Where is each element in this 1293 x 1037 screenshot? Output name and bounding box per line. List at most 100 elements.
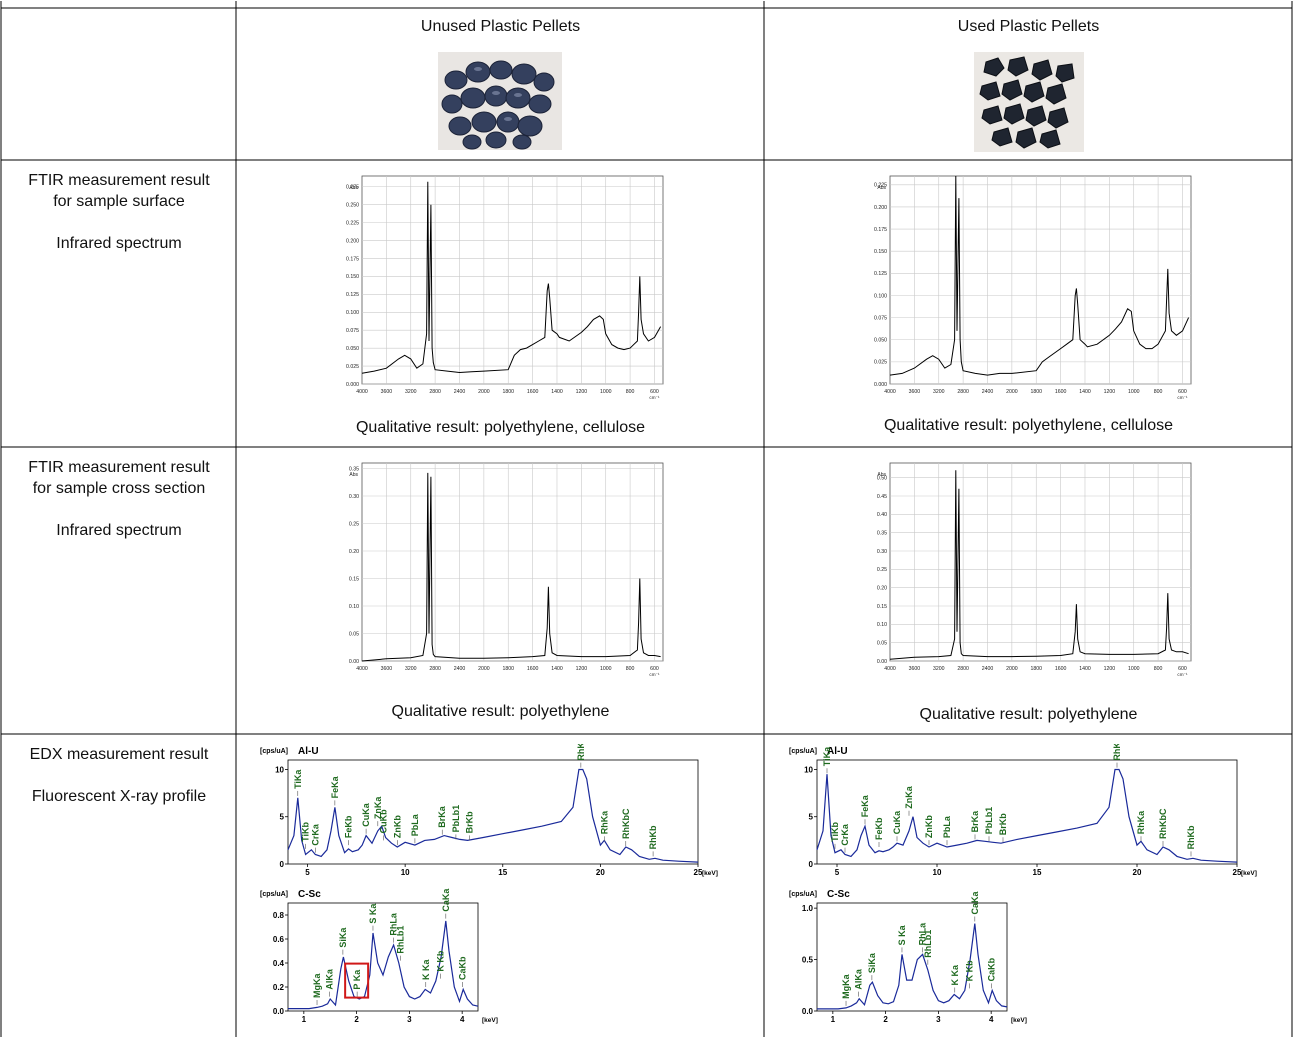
row-label-line: FTIR measurement result <box>28 459 210 476</box>
peak-label: P Ka <box>352 969 362 990</box>
y-tick-label: 0.000 <box>346 382 359 388</box>
x-tick-label: 2800 <box>429 389 441 395</box>
ir-chart-cross-unused: 4000 3600 3200 2800 2400 2000 1800 1600 1400 1200… <box>349 462 664 677</box>
x-tick-label: 10 <box>933 868 942 877</box>
y-tick-label: 10 <box>275 765 284 774</box>
x-tick-label: 1200 <box>576 389 588 395</box>
x-tick-label: 800 <box>1154 666 1163 672</box>
x-tick-label: 1800 <box>1030 666 1042 672</box>
x-tick-label: 4000 <box>356 389 368 395</box>
x-tick-label: 600 <box>650 666 659 672</box>
x-tick-label: 3600 <box>381 666 393 672</box>
peak-label: RhKb <box>648 825 658 849</box>
x-tick-label: 800 <box>1154 389 1163 395</box>
peak-label: RhLa <box>918 922 928 945</box>
y-tick-label: 0.075 <box>346 328 359 334</box>
peak-label: CuKa <box>892 810 902 834</box>
peak-label: AlKa <box>854 968 864 989</box>
peak-label: K Ka <box>950 964 960 985</box>
y-axis-unit: Abs <box>877 472 886 478</box>
peak-label: CaKb <box>987 957 997 981</box>
chart-title: Al-U <box>298 746 319 757</box>
y-tick-label: 0.175 <box>346 256 359 262</box>
x-tick-label: 10 <box>401 868 410 877</box>
y-tick-label: 0.075 <box>874 315 887 321</box>
row-label-line: Infrared spectrum <box>56 235 182 252</box>
y-tick-label: 0.150 <box>346 274 359 280</box>
x-tick-label: 3200 <box>933 666 945 672</box>
x-tick-label: 1800 <box>1030 389 1042 395</box>
y-tick-label: 5 <box>280 813 285 822</box>
y-tick-label: 10 <box>804 765 813 774</box>
plot-frame <box>287 759 699 865</box>
x-axis-unit: [keV] <box>702 870 718 877</box>
x-tick-label: 1600 <box>1055 389 1067 395</box>
y-tick-label: 0.225 <box>346 220 359 226</box>
peak-label: RhKb <box>1186 825 1196 849</box>
peak-label: FeKb <box>874 817 884 840</box>
x-tick-label: 1800 <box>502 389 514 395</box>
row-label-line: Infrared spectrum <box>56 522 182 539</box>
y-tick-label: 0.8 <box>273 911 285 920</box>
x-tick-label: 1400 <box>551 389 563 395</box>
x-axis-unit: cm⁻¹ <box>1177 395 1188 400</box>
peak-label: ZnKa <box>904 785 914 808</box>
y-axis-unit: [cps/uA] <box>260 891 288 898</box>
x-tick-label: 4000 <box>884 666 896 672</box>
plot-frame <box>816 902 1008 1012</box>
spectrum-line <box>361 181 662 374</box>
peak-label: ZnKb <box>392 815 402 838</box>
peak-label: CuKb <box>379 809 389 833</box>
peak-label: BrKa <box>437 805 447 828</box>
edx-chart-alu-unused: [cps/uA] Al-U 0 5 10 5 10 15 20 25 [keV] TiKa TiKb Cr… <box>260 744 718 877</box>
highlight-box <box>344 962 370 999</box>
spectrum-line <box>816 768 1238 863</box>
peak-label: MgKa <box>312 973 322 998</box>
peak-label: PbLb1 <box>984 807 994 835</box>
x-tick-label: 600 <box>1178 389 1187 395</box>
peak-label: RhLb1 <box>395 926 405 954</box>
x-axis-unit: [keV] <box>1241 870 1257 877</box>
y-axis-unit: [cps/uA] <box>789 891 817 898</box>
x-tick-label: 2 <box>354 1015 359 1024</box>
y-tick-label: 0.00 <box>877 659 887 665</box>
peak-label: PbLa <box>942 815 952 838</box>
x-tick-label: 3600 <box>381 389 393 395</box>
plot-frame <box>287 902 479 1012</box>
peak-label: FeKa <box>860 794 870 817</box>
x-tick-label: 3600 <box>909 666 921 672</box>
y-tick-label: 0.05 <box>349 631 359 637</box>
y-tick-label: 0.20 <box>877 585 887 591</box>
x-tick-label: 1200 <box>1104 389 1116 395</box>
result-surface-used: Qualitative result: polyethylene, cellul… <box>883 417 1174 434</box>
result-cross-used: Qualitative result: polyethylene <box>919 706 1138 723</box>
x-tick-label: 1200 <box>576 666 588 672</box>
y-tick-label: 0.125 <box>874 271 887 277</box>
y-axis-unit: [cps/uA] <box>260 748 288 755</box>
peak-label: MgKa <box>841 973 851 998</box>
y-tick-label: 1.0 <box>802 904 814 913</box>
peak-label: RhKbC <box>621 808 631 839</box>
chart-title: Al-U <box>827 746 848 757</box>
result-surface-unused: Qualitative result: polyethylene, cellul… <box>355 419 646 436</box>
x-tick-label: 25 <box>694 868 703 877</box>
row-label-line: Fluorescent X-ray profile <box>31 788 207 805</box>
x-tick-label: 3 <box>407 1015 412 1024</box>
y-tick-label: 0.35 <box>349 466 359 472</box>
peak-label: BrKb <box>465 811 475 834</box>
spectrum-line <box>889 175 1190 376</box>
x-tick-label: 1400 <box>1079 389 1091 395</box>
x-tick-label: 4000 <box>884 389 896 395</box>
y-tick-label: 0.6 <box>273 935 285 944</box>
x-tick-label: 2400 <box>454 666 466 672</box>
ir-chart-surface-used: 4000 3600 3200 2800 2400 2000 1800 1600 1400 1200… <box>874 175 1192 400</box>
y-tick-label: 0.10 <box>349 604 359 610</box>
peak-label: ZnKb <box>924 815 934 838</box>
x-axis-unit: cm⁻¹ <box>649 395 660 400</box>
peak-label: K Kb <box>965 960 975 981</box>
y-tick-label: 0.225 <box>874 183 887 189</box>
y-axis-unit: Abs <box>349 472 358 478</box>
column-header-used: Used Plastic Pellets <box>957 18 1100 35</box>
peak-label: BrKa <box>970 810 980 833</box>
